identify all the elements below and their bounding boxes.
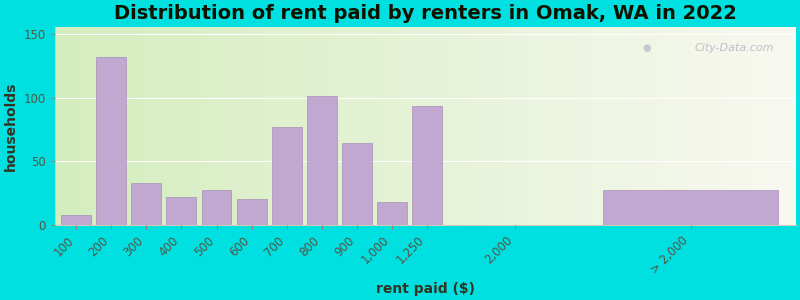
Bar <box>602 190 778 225</box>
Text: ●: ● <box>643 43 651 53</box>
Bar <box>412 106 442 225</box>
Bar <box>307 96 337 225</box>
Bar <box>61 214 91 225</box>
Bar <box>342 143 372 225</box>
Bar <box>237 200 266 225</box>
Bar <box>96 57 126 225</box>
X-axis label: rent paid ($): rent paid ($) <box>376 282 475 296</box>
Text: City-Data.com: City-Data.com <box>694 43 774 53</box>
Bar <box>131 183 162 225</box>
Bar <box>166 197 196 225</box>
Bar <box>202 190 231 225</box>
Bar <box>377 202 407 225</box>
Bar <box>272 127 302 225</box>
Title: Distribution of rent paid by renters in Omak, WA in 2022: Distribution of rent paid by renters in … <box>114 4 737 23</box>
Y-axis label: households: households <box>4 82 18 171</box>
